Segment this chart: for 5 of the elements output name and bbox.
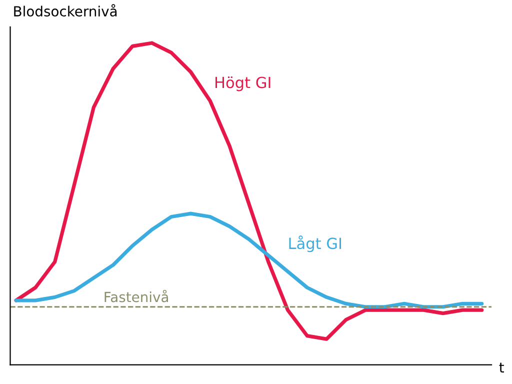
y-axis-title: Blodsockernivå — [14, 4, 117, 17]
x-axis-title: t — [499, 362, 504, 372]
series-label: Högt GI — [216, 76, 270, 92]
ref-line-label: Fastenivå — [104, 290, 168, 302]
series-label: Lågt GI — [289, 236, 342, 252]
